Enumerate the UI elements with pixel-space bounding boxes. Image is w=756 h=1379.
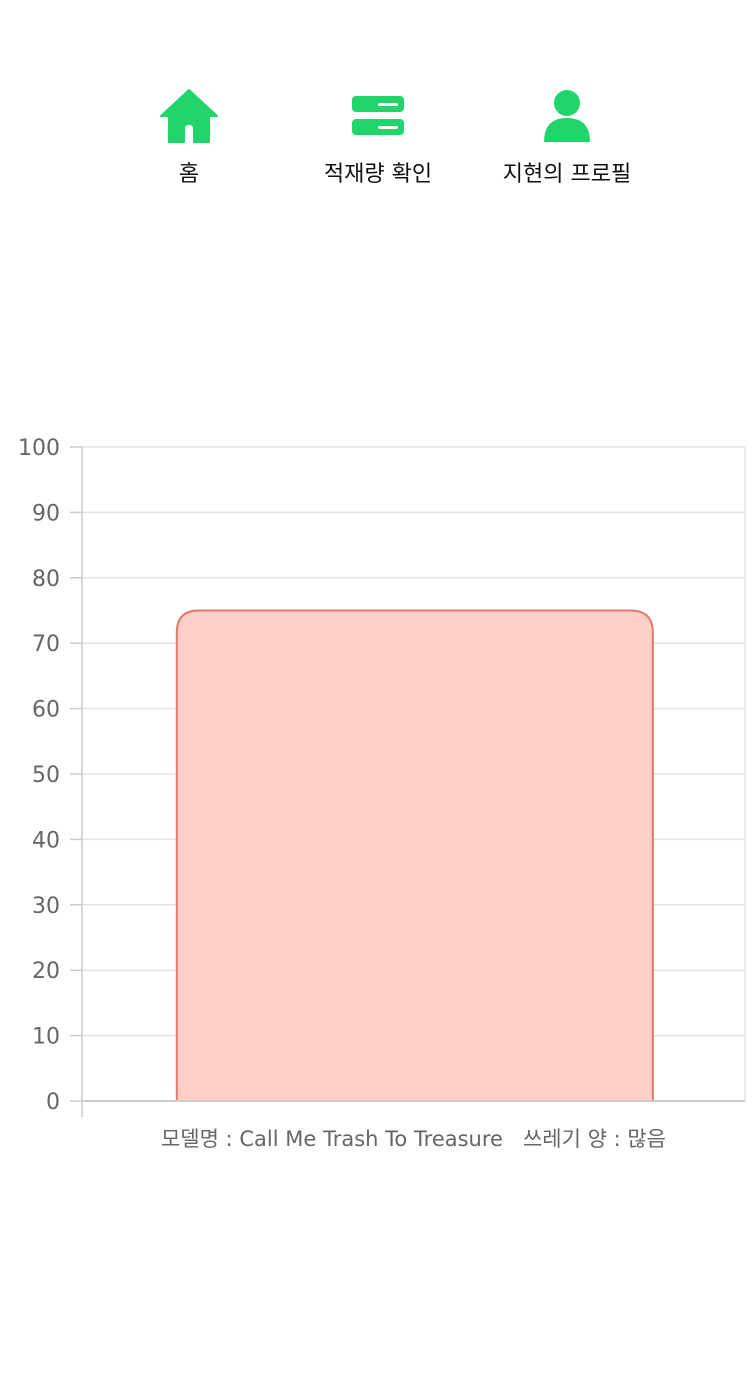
bar: [176, 610, 653, 1101]
y-tick-label: 70: [32, 632, 60, 657]
y-tick-label: 0: [46, 1090, 60, 1115]
y-tick-label: 40: [32, 828, 60, 853]
user-icon: [544, 90, 590, 142]
nav-item-label: 지현의 프로필: [502, 162, 632, 187]
nav-item-check-load[interactable]: 적재량 확인: [288, 86, 468, 188]
y-tick-label: 100: [18, 436, 60, 461]
y-tick-label: 50: [32, 763, 60, 788]
top-navigation: 홈 적재량 확인 지현의 프로필: [0, 86, 756, 196]
y-tick-label: 30: [32, 894, 60, 919]
nav-item-label: 홈: [178, 162, 200, 187]
x-tick-label: 모델명 : Call Me Trash To Treasure 쓰레기 양 : …: [161, 1127, 666, 1151]
y-tick-label: 10: [32, 1025, 60, 1050]
nav-item-profile[interactable]: 지현의 프로필: [477, 86, 657, 188]
nav-item-home[interactable]: 홈: [99, 86, 279, 188]
home-icon: [160, 89, 218, 143]
server-icon: [352, 96, 404, 135]
bar-chart: 0 10 20 30 40 50 60 70 80 90 100 모델명 : Call Me Tras…: [0, 420, 756, 1180]
bar-outline: [175, 609, 654, 1101]
y-tick-label: 80: [32, 567, 60, 592]
y-tick-label: 60: [32, 698, 60, 723]
y-tick-label: 90: [32, 501, 60, 526]
bar-chart-svg: 0 10 20 30 40 50 60 70 80 90 100 모델명 : Call Me Tras…: [18, 436, 746, 1151]
y-tick-label: 20: [32, 959, 60, 984]
nav-item-label: 적재량 확인: [323, 162, 433, 187]
